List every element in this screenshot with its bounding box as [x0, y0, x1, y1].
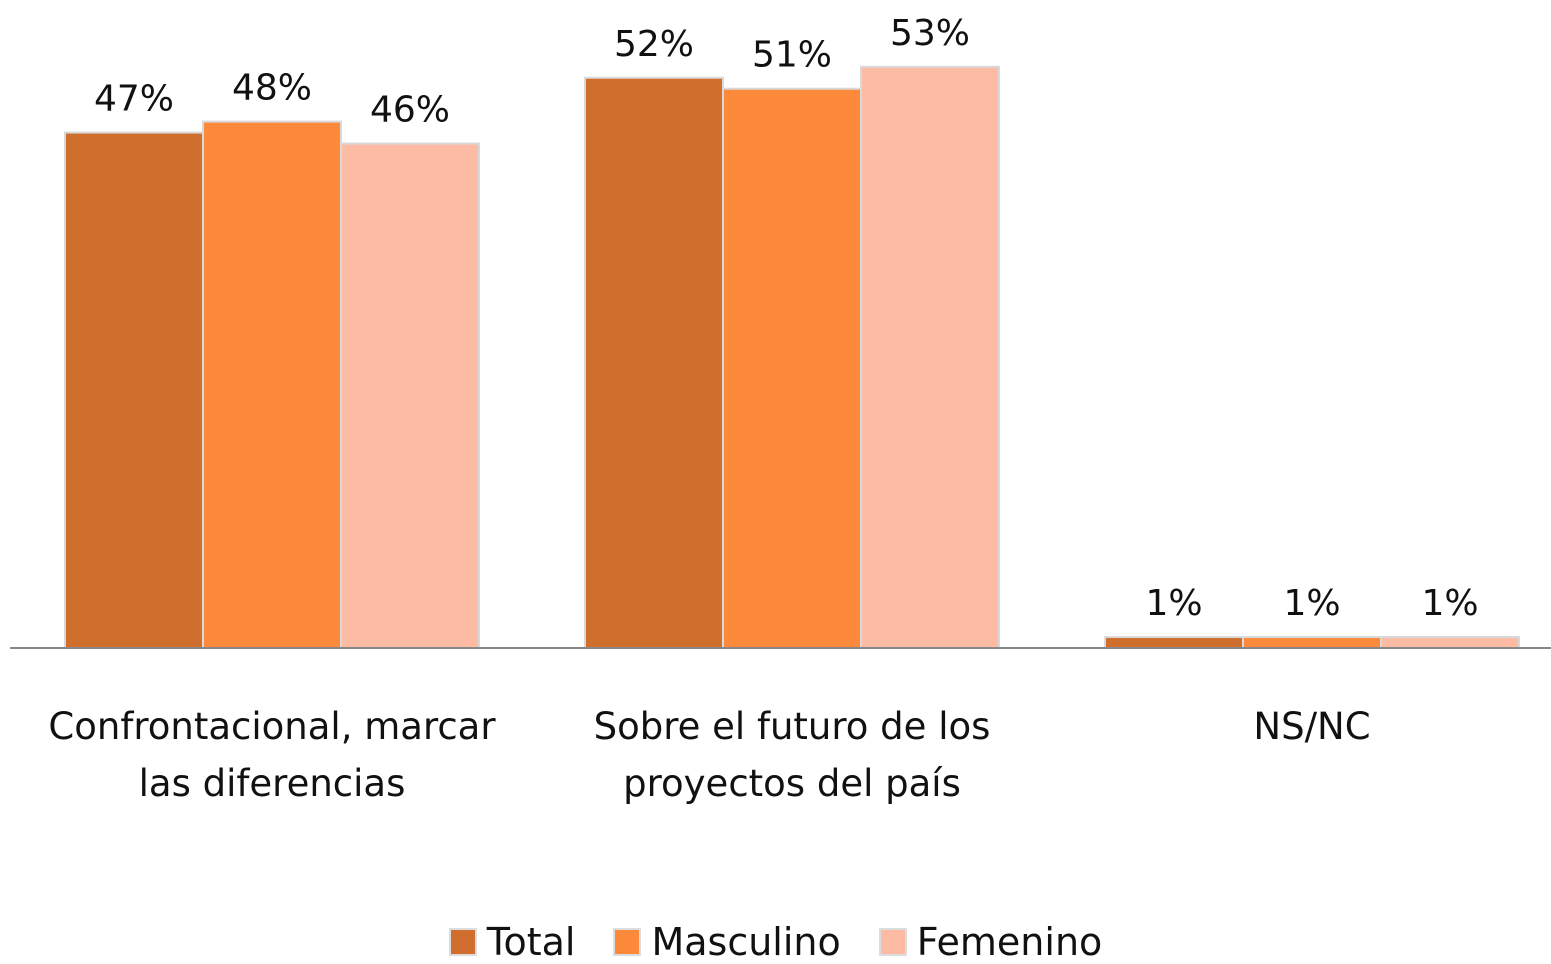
legend-label: Masculino	[651, 920, 841, 964]
legend-item: Masculino	[613, 920, 841, 964]
x-tick-label: Confrontacional, marcar las diferencias	[48, 705, 496, 805]
legend-swatch	[613, 928, 642, 956]
bar	[64, 131, 204, 650]
data-label: 46%	[370, 90, 450, 131]
bar	[202, 120, 342, 649]
bar	[722, 87, 862, 649]
data-label: 1%	[1145, 583, 1202, 624]
legend-label: Total	[486, 920, 576, 964]
x-tick-label: NS/NC	[1253, 705, 1371, 748]
legend: Total Masculino Femenino	[0, 920, 1551, 964]
legend-item: Femenino	[878, 920, 1103, 964]
bar	[1242, 636, 1382, 649]
bar	[340, 142, 480, 649]
data-label: 1%	[1421, 583, 1478, 624]
bar	[1104, 636, 1244, 649]
bar	[584, 76, 724, 650]
data-label: 1%	[1283, 583, 1340, 624]
legend-label: Femenino	[916, 920, 1103, 964]
legend-item: Total	[448, 920, 576, 964]
legend-swatch	[878, 928, 907, 956]
data-label: 51%	[752, 35, 832, 76]
data-label: 48%	[232, 68, 312, 109]
x-tick-label: Sobre el futuro de los proyectos del paí…	[593, 705, 991, 805]
legend-swatch	[448, 928, 477, 956]
bar	[860, 65, 1000, 649]
data-label: 52%	[614, 24, 694, 65]
bar	[1380, 636, 1520, 649]
data-label: 47%	[94, 79, 174, 120]
data-label: 53%	[890, 13, 970, 54]
